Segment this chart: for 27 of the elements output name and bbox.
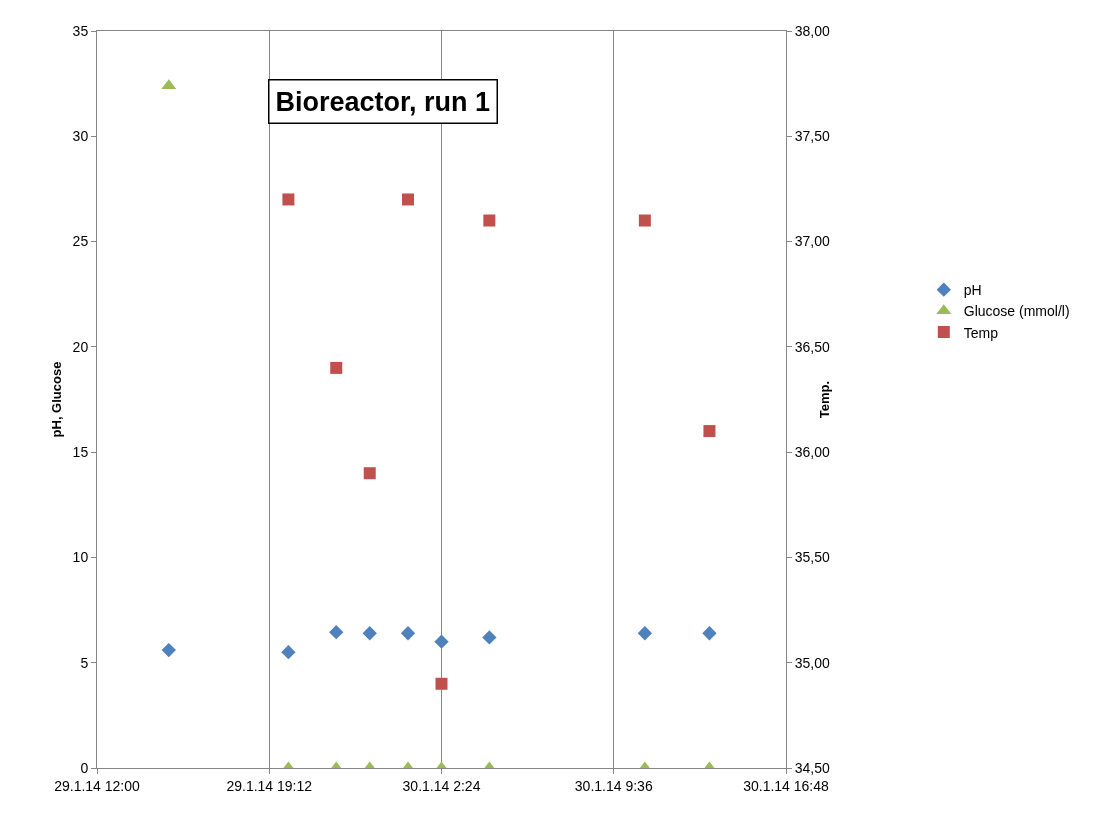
y2-axis-title: Temp. [816,380,832,419]
y2-tick-label: 37,00 [794,233,831,250]
y-tick-label: 0 [80,759,89,776]
y2-tick-label: 38,00 [794,22,831,39]
x-tick-label: 29.1.14 19:12 [226,777,313,794]
y-tick-label: 5 [80,654,89,671]
y2-tick-label: 36,00 [794,444,831,461]
y-tick-label: 10 [72,549,89,566]
y2-tick-label: 35,00 [794,654,831,671]
y-tick-label: 30 [72,128,89,145]
legend-label: Temp [963,324,999,341]
y2-tick-label: 35,50 [794,549,831,566]
x-tick-label: 30.1.14 16:48 [743,777,830,794]
y-axis-title: pH, Glucose [49,361,64,438]
y-tick-label: 35 [72,22,89,39]
y-tick-label: 15 [72,444,89,461]
y2-tick-label: 34,50 [794,759,831,776]
x-tick-label: 30.1.14 9:36 [574,777,653,794]
legend-label: pH [963,282,982,299]
y2-tick-label: 37,50 [794,128,831,145]
y-tick-label: 25 [72,233,89,250]
y2-tick-label: 36,50 [794,338,831,355]
text: Bioreactor, run 1 [275,86,491,117]
legend-label: Glucose (mmol/l) [963,303,1070,320]
y-tick-label: 20 [72,338,89,355]
x-tick-label: 30.1.14 2:24 [402,777,481,794]
x-tick-label: 29.1.14 12:00 [54,777,141,794]
